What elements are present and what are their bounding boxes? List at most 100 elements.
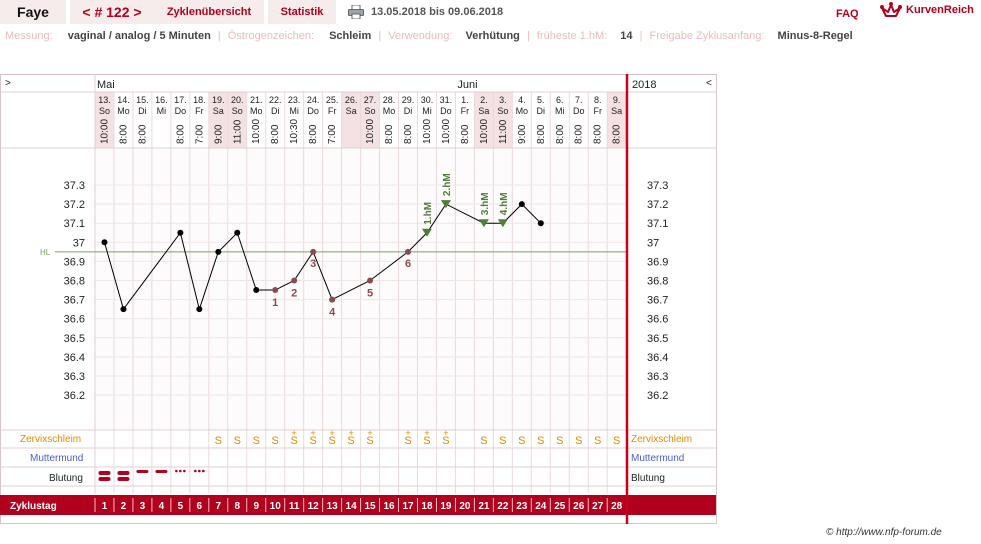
y-tick-label-right: 37.2 [647, 199, 668, 211]
cycle-day-number: 19 [440, 501, 452, 512]
mucus-symbol: S [328, 435, 335, 447]
day-weekday: Sa [213, 106, 224, 116]
cycle-day-number: 28 [611, 501, 623, 512]
high-measurement-label: 2.hM [442, 173, 453, 196]
cycle-day-number: 20 [459, 501, 471, 512]
y-tick-label-left: 36.2 [64, 390, 85, 402]
weekend-header-shade [474, 92, 494, 148]
day-weekday: Sa [611, 106, 622, 116]
usage-value: Verhütung [465, 30, 520, 42]
mucus-symbol: S [613, 435, 620, 447]
day-weekday: Fr [593, 106, 602, 116]
cycle-day-number: 25 [554, 501, 566, 512]
measurement-time: 11:00 [498, 119, 509, 144]
day-weekday: Fr [328, 106, 337, 116]
day-date: 23. [288, 95, 301, 105]
measurement-time: 8:00 [574, 124, 585, 144]
mucus-plus-symbol: + [329, 428, 334, 438]
day-weekday: Fr [195, 106, 204, 116]
usage-label: Verwendung: [388, 30, 453, 42]
mucus-symbol: S [215, 435, 222, 447]
measurement-time: 8:00 [536, 124, 547, 144]
bleeding-heavy-mark [117, 477, 130, 481]
mucus-plus-symbol: + [424, 428, 429, 438]
mucus-row-label: Zervixschleim [20, 434, 81, 445]
day-weekday: Mo [516, 106, 529, 116]
weekend-header-shade [95, 92, 114, 148]
day-date: 20. [231, 95, 244, 105]
y-tick-label-left: 37.2 [64, 199, 85, 211]
high-measurement-label: 4.hM [499, 192, 510, 215]
measurement-time: 10:00 [365, 119, 376, 144]
tab-cycle-overview[interactable]: Zyklenübersicht [154, 0, 264, 24]
next-cycle-arrow[interactable]: < [706, 78, 712, 89]
measurement-time: 8:00 [555, 124, 566, 144]
day-weekday: Do [440, 106, 452, 116]
cycle-day-number: 22 [497, 501, 509, 512]
measurement-time: 8:00 [118, 124, 129, 144]
day-date: 3. [499, 95, 507, 105]
measurement-time: 11:00 [232, 119, 243, 144]
day-date: 18. [193, 95, 206, 105]
measurement-time: 7:00 [327, 124, 338, 144]
y-tick-label-right: 36.5 [647, 333, 668, 345]
mucus-symbol: S [480, 435, 487, 447]
logo-text: KurvenReich [906, 4, 974, 16]
kurvenreich-logo[interactable]: KurvenReich [880, 2, 980, 22]
cervix-row-label-right: Muttermund [631, 453, 684, 464]
bleeding-spot-mark [175, 469, 178, 473]
bleeding-spot-mark [194, 469, 197, 473]
day-date: 22. [269, 95, 282, 105]
measurement-time: 9:00 [517, 124, 528, 144]
day-date: 28. [383, 95, 396, 105]
day-date: 25. [326, 95, 339, 105]
temperature-point [101, 239, 108, 246]
day-weekday: Sa [478, 106, 489, 116]
y-tick-label-right: 36.3 [647, 371, 668, 383]
day-weekday: Di [271, 106, 280, 116]
prev-cycle-arrow[interactable]: > [5, 78, 11, 89]
cycle-day-number: 23 [516, 501, 528, 512]
cycle-day-number: 2 [121, 501, 127, 512]
day-weekday: Di [537, 106, 546, 116]
y-tick-label-right: 36.7 [647, 295, 668, 307]
cycle-day-number: 27 [592, 501, 604, 512]
mucus-symbol: S [347, 435, 354, 447]
faq-link[interactable]: FAQ [836, 8, 859, 20]
temperature-point [291, 277, 298, 284]
day-date: 1. [461, 95, 469, 105]
weekend-header-shade [227, 92, 247, 148]
separator: | [639, 30, 643, 42]
earliest-hm-label: früheste 1.hM: [536, 30, 608, 42]
printer-icon[interactable] [348, 5, 364, 19]
measurement-time: 10:30 [289, 119, 300, 144]
measurement-time: 7:00 [194, 124, 205, 144]
temperature-point [405, 248, 412, 255]
tab-statistics[interactable]: Statistik [268, 0, 336, 24]
weekend-header-shade [360, 92, 380, 148]
low-measurement-label: 1 [272, 297, 278, 309]
day-weekday: Sa [346, 106, 357, 116]
month-label: Juni [457, 79, 477, 91]
mucus-symbol: S [556, 435, 563, 447]
mucus-plus-symbol: + [348, 428, 353, 438]
measurement-time: 8:00 [403, 124, 414, 144]
day-weekday: Do [175, 106, 187, 116]
y-tick-label-right: 36.9 [647, 256, 668, 268]
measurement-time: 10:00 [441, 119, 452, 144]
mucus-symbol: S [272, 435, 279, 447]
bleeding-medium-mark [136, 470, 149, 473]
estrogen-value: Schleim [329, 30, 372, 42]
y-tick-label-right: 36.8 [647, 276, 668, 288]
copyright-footer: © http://www.nfp-forum.de [826, 527, 942, 538]
measurement-time: 8:00 [593, 124, 604, 144]
day-date: 27. [364, 95, 377, 105]
high-measurement-label: 1.hM [423, 202, 434, 225]
day-date: 24. [307, 95, 320, 105]
cycle-day-number: 21 [478, 501, 490, 512]
cycle-info-bar: Messung: vaginal / analog / 5 Minuten | … [5, 30, 853, 42]
cycle-navigator[interactable]: < # 122 > [70, 0, 154, 24]
cycle-day-number: 11 [289, 501, 300, 512]
measurement-time: 8:00 [270, 124, 281, 144]
